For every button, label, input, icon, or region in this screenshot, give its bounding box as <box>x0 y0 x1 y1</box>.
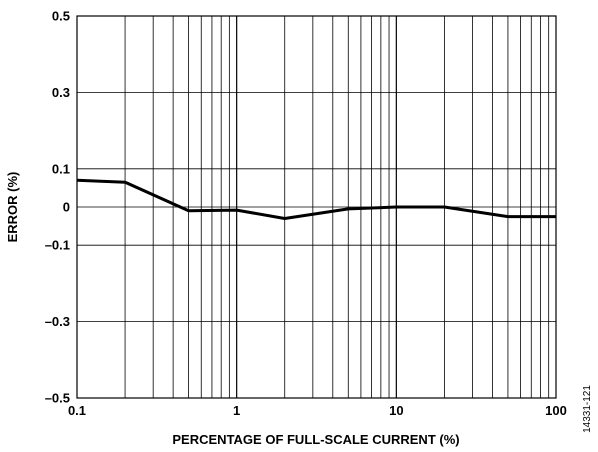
error-series-line <box>76 178 556 220</box>
y-tick-label: 0.1 <box>52 161 70 176</box>
x-tick-label: 0.1 <box>68 403 86 418</box>
y-tick-label: 0 <box>63 200 70 215</box>
y-axis-title: ERROR (%) <box>5 172 20 243</box>
plot-area-frame <box>76 15 557 399</box>
series-layer <box>76 178 556 220</box>
y-tick-label: 0.5 <box>52 9 70 24</box>
horizontal-gridlines <box>77 92 556 323</box>
y-tick-label: 0.3 <box>52 85 70 100</box>
x-tick-label: 100 <box>545 403 567 418</box>
figure-id-label: 14331-121 <box>582 385 593 433</box>
x-tick-label: 1 <box>233 403 240 418</box>
x-axis-title: PERCENTAGE OF FULL-SCALE CURRENT (%) <box>172 432 459 447</box>
y-tick-labels: 0.5 0.3 0.1 0 –0.1 –0.3 –0.5 <box>45 9 70 406</box>
y-tick-label: –0.5 <box>45 391 70 406</box>
y-tick-label: –0.3 <box>45 314 70 329</box>
y-tick-label: –0.1 <box>45 238 70 253</box>
x-tick-labels: 0.1 1 10 100 <box>68 403 567 418</box>
x-tick-label: 10 <box>389 403 403 418</box>
